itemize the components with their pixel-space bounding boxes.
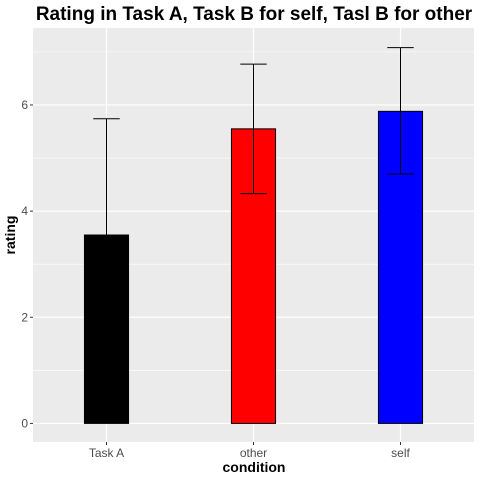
x-tick-label: self	[391, 446, 410, 460]
bars	[83, 110, 424, 424]
chart-title: Rating in Task A, Task B for self, Tasl …	[36, 4, 473, 25]
error-bars	[93, 47, 414, 353]
x-axis: Task A other self	[89, 442, 410, 460]
x-axis-title: condition	[223, 459, 286, 475]
error-bar	[240, 63, 267, 195]
error-bar	[387, 47, 414, 175]
x-tick-label: Task A	[89, 446, 124, 460]
y-axis: 0 2 4 6	[21, 98, 33, 430]
y-tick-label: 0	[21, 416, 28, 430]
y-axis-title: rating	[2, 216, 18, 255]
x-tick-label: other	[240, 446, 267, 460]
y-tick-label: 6	[21, 98, 28, 112]
error-bar	[93, 118, 120, 353]
y-tick-label: 4	[21, 204, 28, 218]
y-tick-label: 2	[21, 310, 28, 324]
